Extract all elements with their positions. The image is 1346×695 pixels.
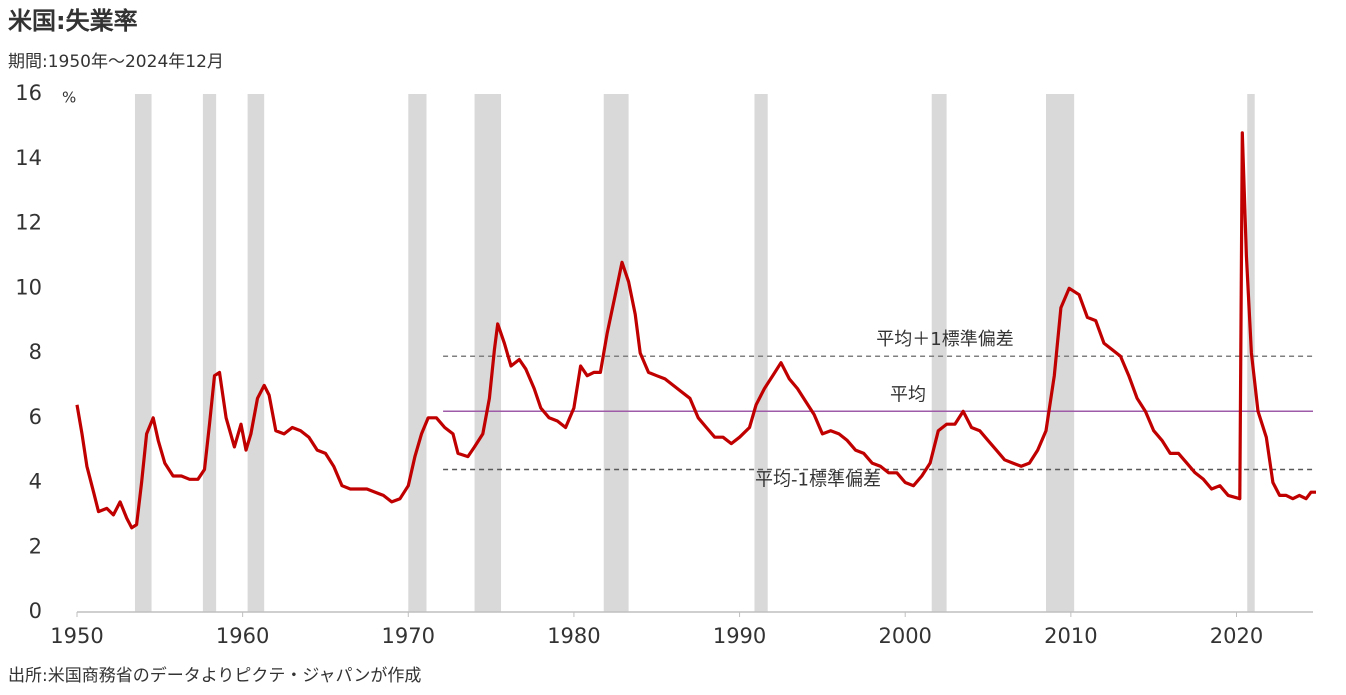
recession-band: [202, 94, 217, 612]
y-unit: %: [62, 89, 76, 107]
recession-band: [474, 94, 502, 612]
y-tick-label: 4: [29, 470, 42, 494]
source-note: 出所:米国商務省のデータよりピクテ・ジャパンが作成: [8, 665, 421, 686]
x-tick-label: 1950: [50, 624, 103, 648]
reference-label: 平均: [890, 384, 926, 405]
y-tick-label: 2: [29, 534, 42, 558]
recession-band: [408, 94, 427, 612]
y-tick-label: 14: [15, 146, 42, 170]
chart-subtitle: 期間:1950年〜2024年12月: [8, 52, 224, 72]
recession-band: [247, 94, 265, 612]
x-tick-label: 1970: [382, 624, 435, 648]
recession-band: [603, 94, 629, 612]
recession-band: [134, 94, 152, 612]
y-tick-label: 10: [15, 275, 42, 299]
x-tick-label: 1980: [547, 624, 600, 648]
x-tick-label: 2020: [1210, 624, 1263, 648]
x-tick-label: 1990: [713, 624, 766, 648]
y-tick-label: 16: [15, 81, 42, 105]
y-tick-label: 8: [29, 340, 42, 364]
x-tick-label: 2010: [1044, 624, 1097, 648]
data-line: [75, 131, 1316, 530]
chart-title: 米国:失業率: [8, 7, 138, 35]
y-tick-label: 0: [29, 599, 42, 623]
recession-band: [754, 94, 768, 612]
reference-label: 平均-1標準偏差: [755, 470, 881, 491]
y-tick-label: 12: [15, 211, 42, 235]
x-tick-label: 2000: [878, 624, 931, 648]
y-tick-label: 6: [29, 405, 42, 429]
recession-band: [931, 94, 947, 612]
reference-label: 平均＋1標準偏差: [876, 329, 1013, 350]
recession-band: [1046, 94, 1075, 612]
x-tick-label: 1960: [216, 624, 269, 648]
